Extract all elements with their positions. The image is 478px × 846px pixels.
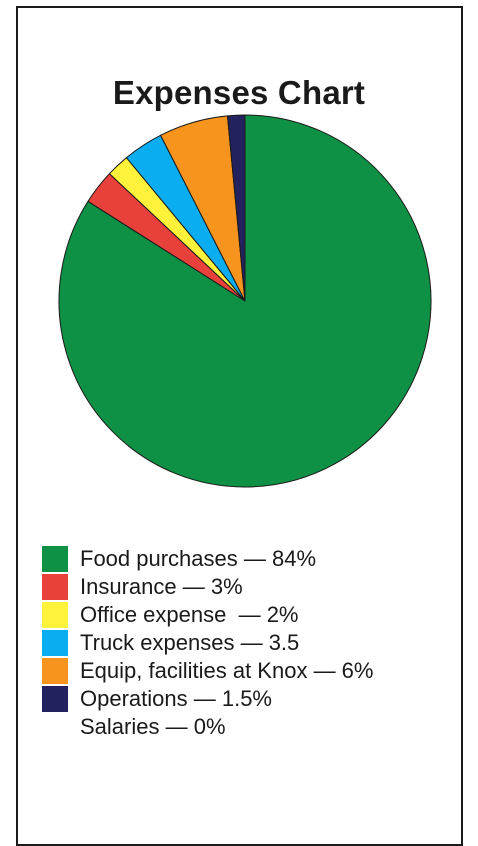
legend-item: Truck expenses — 3.5 bbox=[42, 629, 373, 657]
legend-swatch bbox=[42, 574, 68, 600]
legend-swatch bbox=[42, 602, 68, 628]
legend-label: Truck expenses — 3.5 bbox=[80, 630, 300, 655]
legend-label: Salaries — 0% bbox=[80, 714, 226, 739]
pie-chart bbox=[58, 114, 432, 488]
pie-slice-operations bbox=[226, 114, 246, 302]
legend-swatch bbox=[42, 546, 68, 572]
legend-label: Operations — 1.5% bbox=[80, 686, 272, 711]
legend-label: Insurance — 3% bbox=[80, 574, 243, 599]
chart-title: Expenses Chart bbox=[112, 74, 366, 111]
legend-swatch bbox=[42, 686, 68, 712]
legend-item: Office expense — 2% bbox=[42, 601, 373, 629]
legend-item: Insurance — 3% bbox=[42, 573, 373, 601]
legend-label: Equip, facilities at Knox — 6% bbox=[80, 658, 374, 683]
pie-slices bbox=[58, 114, 432, 488]
legend-swatch bbox=[42, 630, 68, 656]
legend-swatch bbox=[42, 714, 68, 740]
legend-item: Operations — 1.5% bbox=[42, 685, 373, 713]
legend-label: Office expense — 2% bbox=[80, 602, 299, 627]
legend-item: Salaries — 0% bbox=[42, 713, 373, 741]
legend-label: Food purchases — 84% bbox=[80, 546, 317, 571]
legend-item: Equip, facilities at Knox — 6% bbox=[42, 657, 373, 685]
chart-legend: Food purchases — 84% Insurance — 3% Office… bbox=[42, 545, 373, 741]
legend-item: Food purchases — 84% bbox=[42, 545, 373, 573]
legend-swatch bbox=[42, 658, 68, 684]
